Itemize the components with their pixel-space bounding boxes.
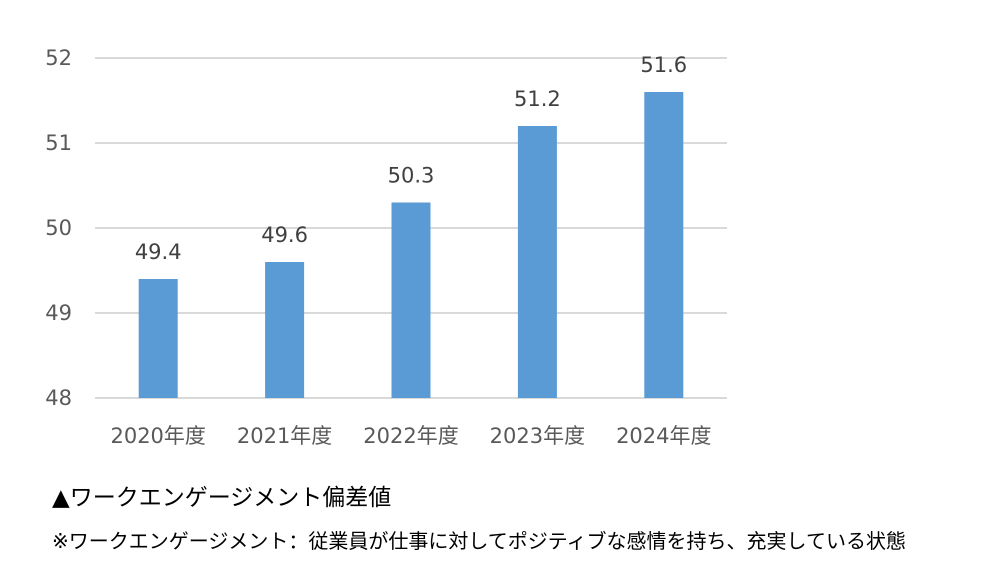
data-label: 50.3 bbox=[388, 164, 435, 188]
x-tick-label: 2021年度 bbox=[237, 424, 332, 448]
data-label: 49.6 bbox=[261, 223, 308, 247]
x-tick-label: 2020年度 bbox=[110, 424, 205, 448]
x-tick-label: 2024年度 bbox=[616, 424, 711, 448]
bars bbox=[138, 92, 684, 398]
y-tick-label: 50 bbox=[45, 216, 72, 240]
y-tick-label: 48 bbox=[45, 386, 72, 410]
bar bbox=[517, 126, 557, 398]
data-label: 51.6 bbox=[640, 53, 687, 77]
data-label: 49.4 bbox=[135, 240, 182, 264]
data-label: 51.2 bbox=[514, 87, 561, 111]
bar bbox=[138, 279, 178, 398]
chart-caption-title: ▲ワークエンゲージメント偏差値 bbox=[52, 485, 392, 511]
x-tick-label: 2022年度 bbox=[363, 424, 458, 448]
y-axis-tick-labels: 48 49 50 51 52 bbox=[45, 46, 72, 410]
bar bbox=[644, 92, 684, 398]
bar bbox=[265, 262, 305, 398]
chart-caption-note: ※ワークエンゲージメント：従業員が仕事に対してポジティブな感情を持ち、充実してい… bbox=[52, 529, 906, 553]
x-tick-label: 2023年度 bbox=[490, 424, 585, 448]
x-axis-tick-labels: 2020年度 2021年度 2022年度 2023年度 2024年度 bbox=[110, 424, 711, 448]
y-tick-label: 52 bbox=[45, 46, 72, 70]
data-labels: 49.4 49.6 50.3 51.2 51.6 bbox=[135, 53, 687, 264]
y-tick-label: 49 bbox=[45, 301, 72, 325]
bar bbox=[391, 202, 431, 398]
y-tick-label: 51 bbox=[45, 131, 72, 155]
